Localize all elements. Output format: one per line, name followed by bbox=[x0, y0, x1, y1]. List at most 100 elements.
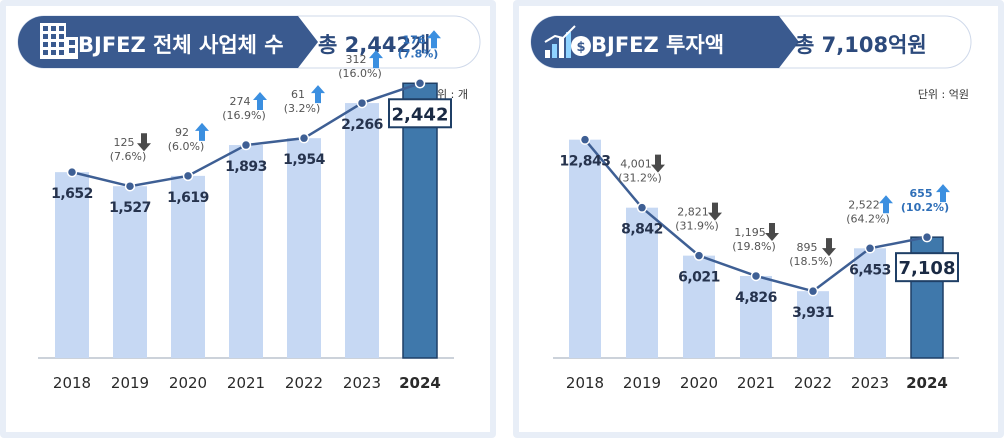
bar-2018 bbox=[569, 139, 601, 358]
building-window bbox=[51, 42, 56, 47]
data-point bbox=[636, 202, 648, 213]
value-label: 8,842 bbox=[621, 222, 663, 238]
bar-2021 bbox=[740, 275, 772, 358]
change-percent: (64.2%) bbox=[846, 212, 890, 225]
x-tick-label: 2020 bbox=[680, 374, 718, 392]
x-tick-label: 2021 bbox=[737, 374, 775, 392]
x-tick-label: 2023 bbox=[851, 374, 889, 392]
highlight-value-box bbox=[895, 252, 959, 283]
data-point bbox=[807, 285, 819, 297]
coin-icon bbox=[571, 36, 591, 56]
value-label: 4,826 bbox=[735, 290, 777, 306]
header-title-band bbox=[531, 16, 799, 68]
x-tick-label: 2023 bbox=[343, 374, 381, 392]
change-percent: (19.8%) bbox=[732, 240, 776, 253]
bar-2023 bbox=[854, 248, 886, 358]
building-window bbox=[51, 50, 56, 55]
bar-2018 bbox=[55, 172, 89, 358]
x-tick-label: 2022 bbox=[285, 374, 323, 392]
x-tick-label: 2022 bbox=[794, 374, 832, 392]
value-label: 7,108 bbox=[899, 258, 956, 279]
highlight-value-box bbox=[388, 98, 452, 129]
x-tick-label: 2019 bbox=[111, 374, 149, 392]
arrow-down-icon bbox=[765, 222, 779, 241]
change-value: 2,522 bbox=[848, 198, 880, 211]
change-percent: (31.9%) bbox=[675, 220, 719, 233]
x-tick-label: 2019 bbox=[623, 374, 661, 392]
x-tick-label: 2024 bbox=[906, 374, 948, 392]
change-percent: (3.2%) bbox=[284, 102, 321, 115]
value-label: 1,652 bbox=[51, 186, 93, 202]
bar-2019 bbox=[113, 186, 147, 358]
x-tick-label: 2021 bbox=[227, 374, 265, 392]
bar-2022 bbox=[287, 138, 321, 358]
chart-total: 총 7,108억원 bbox=[795, 33, 927, 57]
data-point bbox=[921, 231, 933, 243]
value-label: 2,442 bbox=[392, 104, 449, 125]
bar-2024 bbox=[402, 82, 438, 359]
value-label: 1,527 bbox=[109, 200, 151, 216]
change-percent: (16.0%) bbox=[338, 67, 382, 80]
arrow-up-icon bbox=[879, 195, 893, 214]
change-percent: (31.2%) bbox=[618, 172, 662, 185]
chart-title: BJFEZ 투자액 bbox=[591, 33, 724, 57]
value-label: 12,843 bbox=[559, 154, 610, 170]
icon-bar bbox=[559, 38, 564, 58]
change-percent: (16.9%) bbox=[222, 109, 266, 122]
arrow-up-icon bbox=[195, 122, 209, 141]
building-icon bbox=[40, 23, 78, 59]
building-window bbox=[51, 26, 56, 31]
bar-2020 bbox=[683, 255, 715, 358]
value-label: 1,893 bbox=[225, 159, 267, 175]
change-percent: (7.6%) bbox=[110, 150, 147, 163]
value-label: 6,453 bbox=[849, 262, 891, 278]
dollar-sign: $ bbox=[576, 40, 585, 55]
icon-bar bbox=[552, 44, 557, 58]
building-window bbox=[59, 34, 64, 39]
x-tick-label: 2020 bbox=[169, 374, 207, 392]
arrow-down-icon bbox=[651, 154, 665, 173]
x-tick-label: 2018 bbox=[566, 374, 604, 392]
change-value: 176 bbox=[403, 33, 426, 46]
header-title-band bbox=[18, 16, 318, 68]
change-value: 125 bbox=[114, 136, 135, 149]
change-value: 312 bbox=[346, 53, 367, 66]
building-window bbox=[43, 42, 48, 47]
building-window bbox=[59, 42, 64, 47]
change-value: 655 bbox=[910, 187, 933, 200]
bar-2022 bbox=[797, 291, 829, 358]
data-point bbox=[864, 243, 876, 254]
bar-2021 bbox=[229, 145, 263, 358]
data-point bbox=[66, 166, 78, 178]
arrow-up-icon bbox=[253, 92, 267, 111]
investment-chart-icon: $ bbox=[544, 25, 591, 58]
arrow-up-icon bbox=[369, 50, 383, 69]
change-value: 1,195 bbox=[734, 226, 766, 239]
change-percent: (6.0%) bbox=[168, 140, 205, 153]
building-window bbox=[69, 48, 75, 53]
change-percent: (10.2%) bbox=[901, 201, 949, 214]
building-window bbox=[43, 50, 48, 55]
bar-2019 bbox=[626, 207, 658, 358]
value-label: 2,266 bbox=[341, 117, 383, 133]
change-value: 61 bbox=[291, 88, 305, 101]
arrow-up-icon bbox=[936, 184, 950, 203]
change-percent: (7.8%) bbox=[398, 47, 439, 60]
chart-panel-investment: $ BJFEZ 투자액 총 7,108억원 단위 : 억원 12,843 8,842 6,0… bbox=[513, 0, 1004, 438]
data-point bbox=[240, 139, 252, 151]
building-window bbox=[43, 34, 48, 39]
data-point bbox=[579, 134, 591, 145]
bar-2023 bbox=[345, 103, 379, 358]
arrow-down-icon bbox=[822, 238, 836, 257]
icon-trend-line bbox=[544, 25, 576, 43]
arrow-up-icon bbox=[427, 30, 441, 49]
change-value: 274 bbox=[230, 95, 251, 108]
building-window bbox=[69, 40, 75, 45]
building-window bbox=[43, 26, 48, 31]
building-window bbox=[51, 34, 56, 39]
change-percent: (18.5%) bbox=[789, 255, 833, 268]
x-tick-label: 2018 bbox=[53, 374, 91, 392]
